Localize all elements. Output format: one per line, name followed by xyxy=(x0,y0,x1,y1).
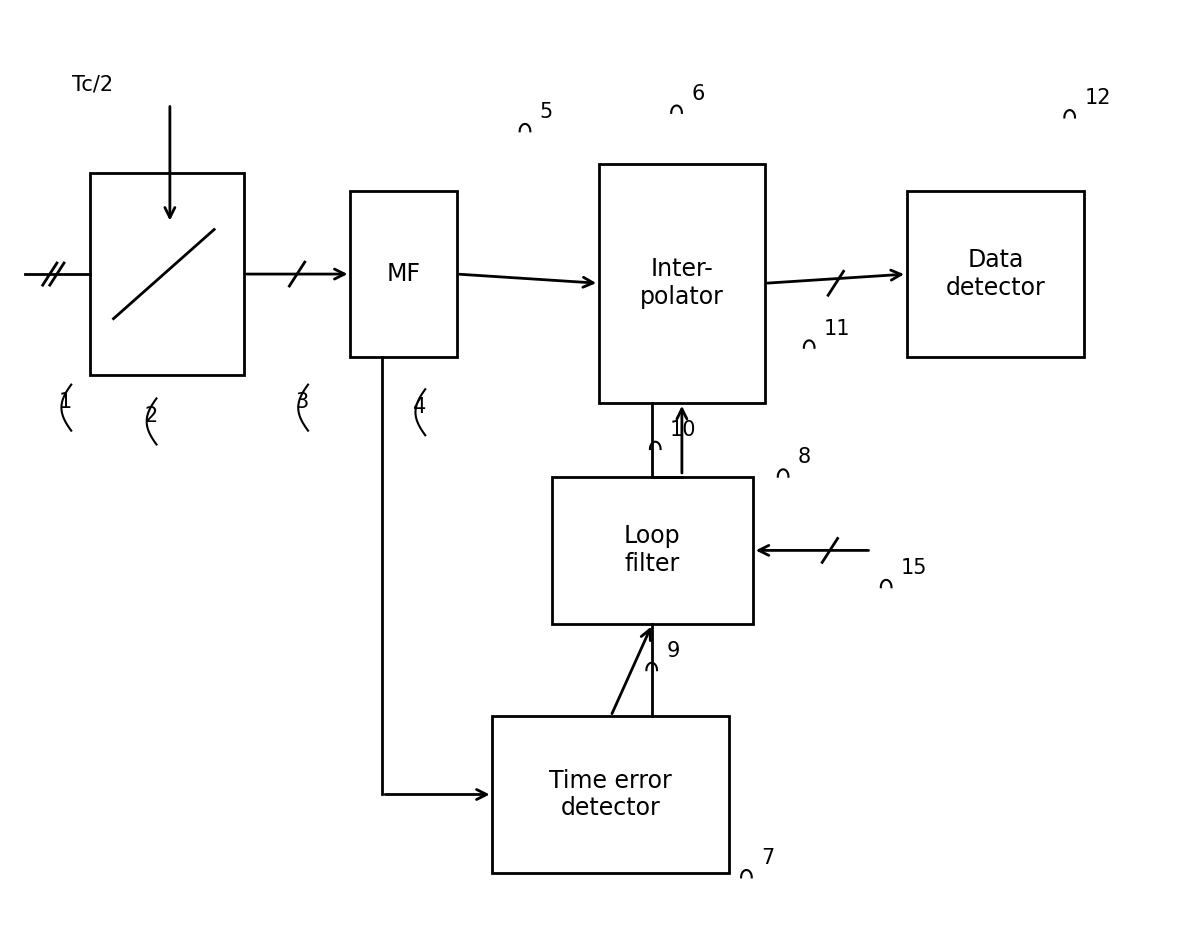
Text: 3: 3 xyxy=(296,393,309,412)
Text: Inter-
polator: Inter- polator xyxy=(640,257,724,309)
Text: Tc/2: Tc/2 xyxy=(72,75,113,94)
Bar xyxy=(599,164,764,403)
Text: 12: 12 xyxy=(1084,88,1111,108)
Text: Loop
filter: Loop filter xyxy=(624,525,680,576)
Bar xyxy=(551,477,752,624)
Bar xyxy=(492,716,730,872)
Text: 9: 9 xyxy=(666,640,680,661)
Bar xyxy=(350,191,456,357)
Text: 15: 15 xyxy=(901,558,927,578)
Text: 7: 7 xyxy=(761,848,774,869)
Text: 5: 5 xyxy=(540,102,553,122)
Bar xyxy=(907,191,1084,357)
Text: 8: 8 xyxy=(798,448,811,468)
Bar xyxy=(90,173,243,375)
Text: Data
detector: Data detector xyxy=(945,248,1046,300)
Text: MF: MF xyxy=(387,262,420,286)
Text: 6: 6 xyxy=(691,83,704,104)
Text: 2: 2 xyxy=(144,406,158,426)
Text: 1: 1 xyxy=(59,393,72,412)
Text: 11: 11 xyxy=(824,319,851,338)
Text: 4: 4 xyxy=(413,396,426,417)
Text: Time error
detector: Time error detector xyxy=(550,769,672,820)
Text: 10: 10 xyxy=(670,420,696,439)
